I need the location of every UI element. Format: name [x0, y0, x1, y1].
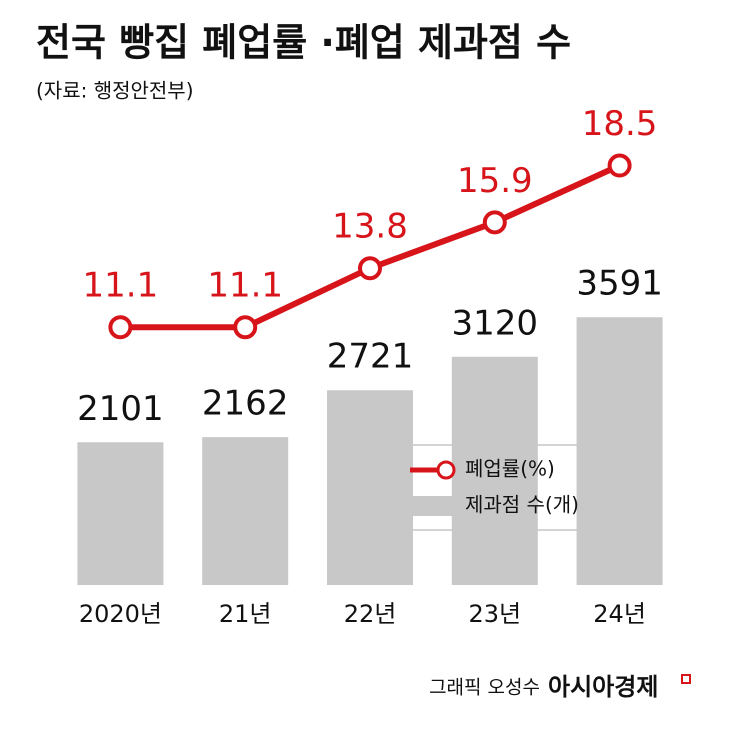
bar-value-label: 2162	[202, 384, 289, 424]
line-value-label: 11.1	[207, 266, 283, 306]
line-marker	[233, 315, 258, 340]
bar-value-label: 3120	[452, 303, 539, 343]
bar	[77, 442, 164, 585]
legend-label: 폐업률(%)	[465, 457, 555, 481]
brand-icon	[681, 674, 691, 684]
line-marker	[358, 256, 382, 281]
bar	[327, 390, 413, 585]
bar-value-label: 3591	[576, 264, 663, 304]
x-tick-label: 2020년	[79, 600, 162, 628]
line-value-label: 13.8	[332, 207, 408, 247]
legend-label: 제과점 수(개)	[465, 493, 579, 517]
bar	[576, 317, 663, 585]
chart-subtitle: (자료: 행정안전부)	[36, 79, 194, 103]
brand: 아시아경제	[548, 673, 658, 701]
bar	[202, 437, 289, 585]
x-tick-label: 22년	[344, 600, 397, 628]
legend-marker	[436, 460, 456, 480]
bar	[451, 356, 538, 585]
chart-title: 전국 빵집 폐업률 ·폐업 제과점 수	[36, 21, 571, 65]
line-value-label: 15.9	[457, 161, 533, 201]
x-tick-label: 24년	[593, 600, 646, 628]
credit: 그래픽 오성수	[429, 677, 540, 699]
x-tick-label: 21년	[219, 600, 272, 628]
x-tick-label: 23년	[468, 600, 521, 628]
bar-value-label: 2721	[327, 337, 414, 377]
legend-swatch	[410, 496, 455, 516]
line-marker	[482, 210, 507, 235]
line-marker	[108, 315, 133, 340]
bar-value-label: 2101	[77, 389, 164, 429]
line-marker	[607, 153, 632, 178]
line-value-label: 11.1	[83, 266, 159, 306]
line-value-label: 18.5	[582, 104, 658, 144]
